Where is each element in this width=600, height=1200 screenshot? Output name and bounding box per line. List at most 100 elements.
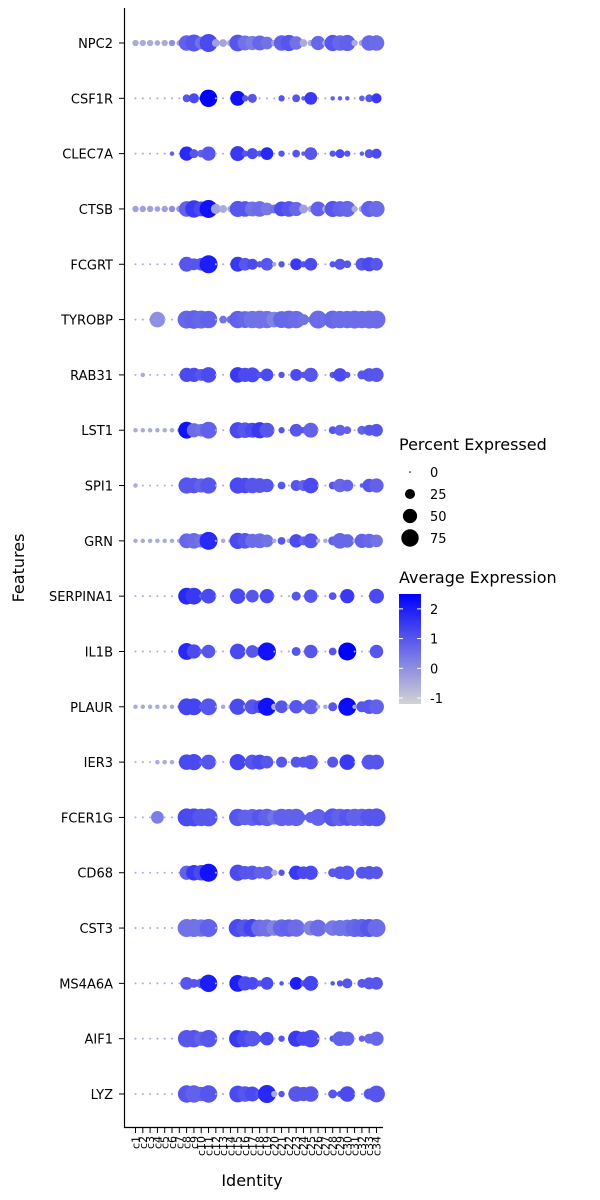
dot-mark — [222, 484, 225, 487]
dot-mark — [163, 982, 166, 985]
dot-mark — [149, 263, 152, 266]
dot-mark — [287, 373, 290, 376]
x-tick-label: c8 — [181, 1136, 194, 1149]
dot-mark — [324, 263, 327, 266]
dot-mark — [260, 865, 274, 880]
dot-mark — [163, 816, 166, 819]
dot-mark — [273, 982, 276, 985]
dot-mark — [309, 310, 328, 329]
dot-mark — [222, 1037, 225, 1040]
dot-mark — [317, 982, 320, 985]
dot-mark — [329, 150, 336, 157]
dot-mark — [140, 372, 146, 378]
dot-mark — [338, 697, 357, 716]
size-legend-label: 50 — [430, 510, 447, 525]
dot-mark — [155, 759, 160, 765]
dot-mark — [247, 93, 257, 103]
dot-mark — [302, 1086, 319, 1102]
dot-mark — [162, 538, 167, 544]
dot-mark — [149, 373, 152, 376]
dot-mark — [342, 978, 353, 989]
dot-mark — [317, 595, 320, 598]
dot-mark — [154, 206, 161, 212]
dot-mark — [134, 871, 137, 874]
dot-mark — [370, 866, 383, 880]
dot-mark — [371, 148, 382, 159]
dot-mark — [162, 704, 167, 710]
dot-mark — [133, 538, 138, 544]
dot-mark — [317, 373, 320, 376]
dot-mark — [214, 318, 217, 321]
dot-mark — [201, 644, 216, 659]
dot-mark — [163, 650, 166, 653]
dot-mark — [369, 699, 384, 715]
dot-mark — [340, 1031, 355, 1046]
dot-mark — [323, 704, 328, 710]
dot-mark — [214, 595, 217, 598]
colorbar-label: 2 — [430, 603, 438, 618]
dot-mark — [141, 263, 144, 266]
dot-mark — [200, 367, 217, 383]
dot-mark — [222, 871, 225, 874]
x-tick-label: c2 — [137, 1136, 150, 1149]
x-tick-label: c22 — [283, 1136, 296, 1156]
dot-mark — [214, 429, 217, 432]
dot-mark — [345, 96, 350, 101]
dot-mark — [244, 595, 247, 598]
dot-mark — [156, 650, 159, 653]
dot-mark — [141, 650, 144, 653]
dot-mark — [317, 1037, 320, 1040]
dot-mark — [260, 36, 274, 50]
dot-mark — [273, 1037, 276, 1040]
dot-mark — [304, 147, 318, 160]
dot-mark — [324, 484, 327, 487]
dot-mark — [277, 481, 286, 490]
dot-mark — [214, 152, 217, 155]
dot-mark — [220, 538, 226, 544]
dot-mark — [244, 1030, 261, 1047]
dot-mark — [139, 39, 146, 47]
dot-mark — [222, 429, 225, 432]
dot-mark — [279, 981, 284, 986]
y-tick-label: FCER1G — [61, 811, 113, 826]
x-tick-label: c28 — [327, 1136, 340, 1156]
dot-mark — [298, 204, 308, 214]
dot-mark — [303, 975, 319, 991]
dot-mark — [310, 201, 326, 217]
dot-mark — [259, 422, 275, 438]
dot-mark — [133, 427, 138, 433]
dot-mark — [162, 427, 167, 433]
dot-mark — [315, 538, 321, 544]
dot-mark — [317, 152, 320, 155]
x-tick-label: c9 — [188, 1136, 201, 1149]
size-legend-label: 0 — [430, 466, 438, 481]
y-tick-label: MS4A6A — [59, 977, 113, 992]
colorbar-label: 0 — [430, 662, 438, 677]
y-tick-label: FCGRT — [70, 258, 113, 273]
dot-mark — [327, 756, 339, 768]
y-tick-label: CD68 — [77, 867, 113, 882]
dot-mark — [149, 927, 152, 930]
dot-mark — [229, 753, 246, 771]
dot-mark — [178, 982, 181, 985]
dot-mark — [163, 595, 166, 598]
x-tick-labels: c1c2c3c4c5c6c7c8c9c10c11c12c13c14c15c16c… — [130, 1128, 384, 1156]
dot-mark — [368, 1085, 385, 1103]
dot-mark — [155, 704, 160, 710]
dot-mark — [214, 373, 217, 376]
dot-mark — [180, 977, 193, 990]
dot-mark — [163, 871, 166, 874]
dot-mark — [364, 149, 374, 159]
dot-mark — [134, 927, 137, 930]
y-tick-label: CLEC7A — [62, 148, 113, 163]
dot-mark — [134, 816, 137, 819]
dot-mark — [141, 97, 144, 100]
dot-mark — [278, 261, 285, 268]
dot-mark — [353, 1092, 356, 1096]
dot-mark — [278, 1035, 285, 1042]
dot-mark — [222, 816, 225, 819]
dot-mark — [289, 201, 304, 217]
size-legend-dot — [404, 488, 416, 500]
colorbar — [399, 594, 421, 704]
dot-mark — [309, 809, 327, 826]
